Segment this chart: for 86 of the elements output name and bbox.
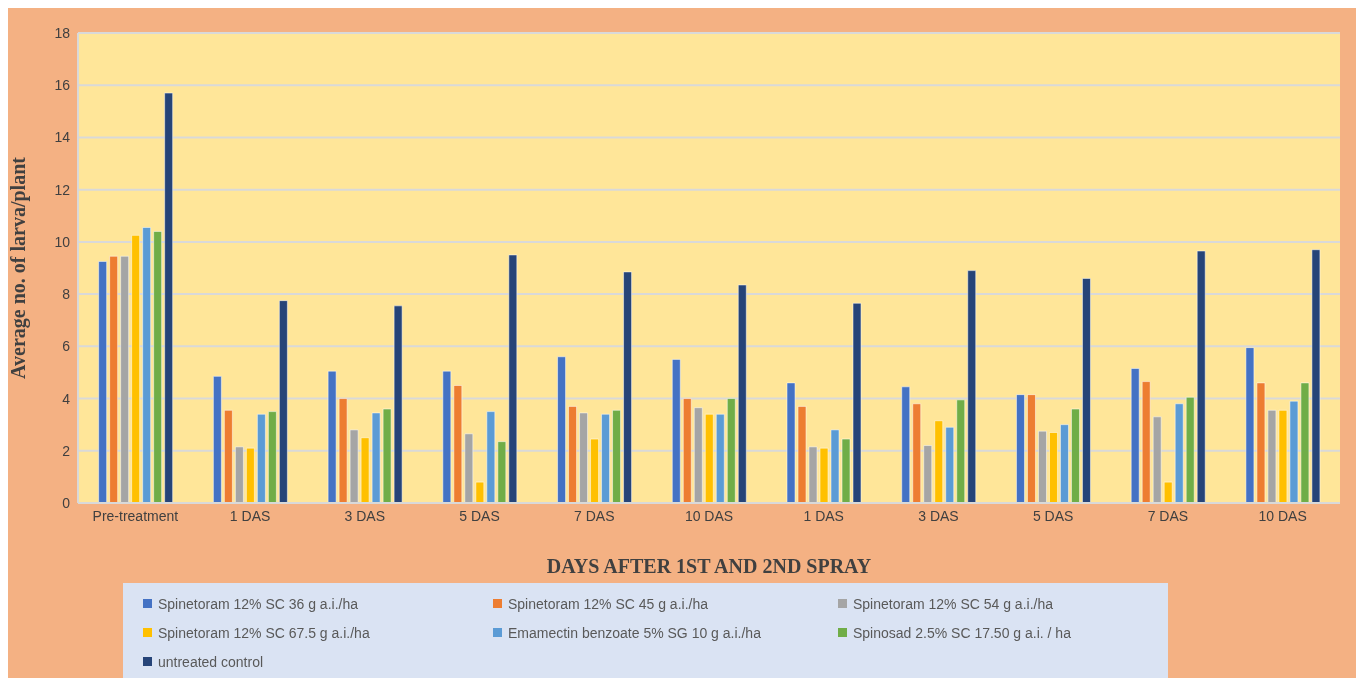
bar bbox=[223, 409, 233, 503]
bar bbox=[934, 420, 944, 503]
bar bbox=[1059, 424, 1069, 503]
bar bbox=[153, 230, 163, 503]
bar bbox=[726, 398, 736, 503]
bar bbox=[278, 300, 288, 503]
bar bbox=[1026, 394, 1036, 503]
bar bbox=[1081, 277, 1091, 503]
bar bbox=[671, 358, 681, 503]
bar bbox=[715, 413, 725, 503]
bar bbox=[901, 386, 911, 503]
y-tick-label: 14 bbox=[54, 129, 71, 146]
bar bbox=[1037, 430, 1047, 503]
bar bbox=[131, 234, 141, 503]
bar bbox=[1015, 394, 1025, 503]
bar bbox=[1130, 368, 1140, 503]
bar bbox=[737, 284, 747, 503]
legend-label: Spinosad 2.5% SC 17.50 g a.i. / ha bbox=[853, 624, 1071, 641]
bar bbox=[98, 260, 108, 503]
bar bbox=[612, 409, 622, 503]
bar bbox=[704, 413, 714, 503]
bar bbox=[508, 254, 518, 503]
bar bbox=[1048, 432, 1058, 503]
y-tick-label: 8 bbox=[62, 286, 71, 303]
bar bbox=[1174, 403, 1184, 503]
bar bbox=[912, 403, 922, 503]
bar bbox=[486, 411, 496, 503]
y-tick-label: 10 bbox=[54, 233, 71, 250]
bar bbox=[623, 271, 633, 503]
bar bbox=[967, 270, 977, 503]
bar bbox=[1163, 481, 1173, 503]
bar bbox=[601, 413, 611, 503]
bar bbox=[109, 255, 119, 503]
bar bbox=[120, 255, 130, 503]
bar bbox=[1141, 381, 1151, 503]
y-tick-label: 6 bbox=[62, 338, 71, 355]
bar bbox=[234, 446, 244, 503]
y-tick-label: 18 bbox=[54, 24, 71, 41]
y-tick-label: 16 bbox=[54, 77, 71, 94]
bar bbox=[442, 370, 452, 503]
bar bbox=[956, 399, 966, 503]
bar bbox=[464, 433, 474, 503]
x-tick-label: 5 DAS bbox=[459, 507, 500, 524]
x-axis-title: DAYS AFTER 1ST AND 2ND SPRAY bbox=[546, 555, 872, 577]
bar bbox=[497, 441, 507, 503]
x-tick-label: 10 DAS bbox=[1258, 507, 1307, 524]
bar bbox=[164, 92, 174, 503]
bar bbox=[568, 405, 578, 503]
legend-label: Spinetoram 12% SC 36 g a.i./ha bbox=[158, 595, 359, 612]
x-tick-label: 1 DAS bbox=[229, 507, 271, 524]
bar bbox=[557, 356, 567, 503]
x-tick-label: 7 DAS bbox=[1147, 507, 1189, 524]
y-tick-label: 2 bbox=[62, 442, 71, 459]
y-tick-label: 4 bbox=[62, 390, 71, 407]
bar bbox=[693, 407, 703, 503]
bar bbox=[1070, 408, 1080, 503]
x-tick-label: 3 DAS bbox=[344, 507, 386, 524]
x-tick-label: Pre-treatment bbox=[92, 507, 179, 524]
bar bbox=[142, 227, 152, 503]
bar bbox=[1152, 416, 1162, 503]
legend-label: Spinetoram 12% SC 67.5 g a.i./ha bbox=[158, 624, 370, 641]
x-tick-label: 3 DAS bbox=[918, 507, 959, 524]
bar bbox=[945, 426, 955, 503]
bar bbox=[475, 481, 485, 503]
x-tick-label: 7 DAS bbox=[574, 507, 615, 524]
bar bbox=[245, 447, 255, 503]
y-axis-title: Average no. of larva/plant bbox=[7, 156, 31, 379]
legend-label: Spinetoram 12% SC 54 g a.i./ha bbox=[853, 595, 1054, 612]
bar bbox=[1185, 396, 1195, 503]
legend-label: Spinetoram 12% SC 45 g a.i./ha bbox=[508, 595, 709, 612]
x-tick-label: 1 DAS bbox=[803, 507, 844, 524]
bar bbox=[923, 445, 933, 503]
bar bbox=[1196, 250, 1206, 503]
bar bbox=[682, 398, 692, 503]
y-tick-label: 0 bbox=[62, 494, 71, 511]
bar bbox=[590, 438, 600, 503]
x-tick-label: 5 DAS bbox=[1032, 507, 1074, 524]
bar bbox=[579, 412, 589, 503]
legend-label: untreated control bbox=[158, 653, 264, 670]
bar bbox=[212, 375, 222, 503]
bar bbox=[267, 411, 277, 503]
bar bbox=[453, 385, 463, 503]
x-tick-label: 10 DAS bbox=[684, 507, 734, 524]
y-tick-label: 12 bbox=[54, 181, 71, 198]
bar bbox=[256, 413, 266, 503]
legend-label: Emamectin benzoate 5% SG 10 g a.i./ha bbox=[508, 624, 761, 641]
